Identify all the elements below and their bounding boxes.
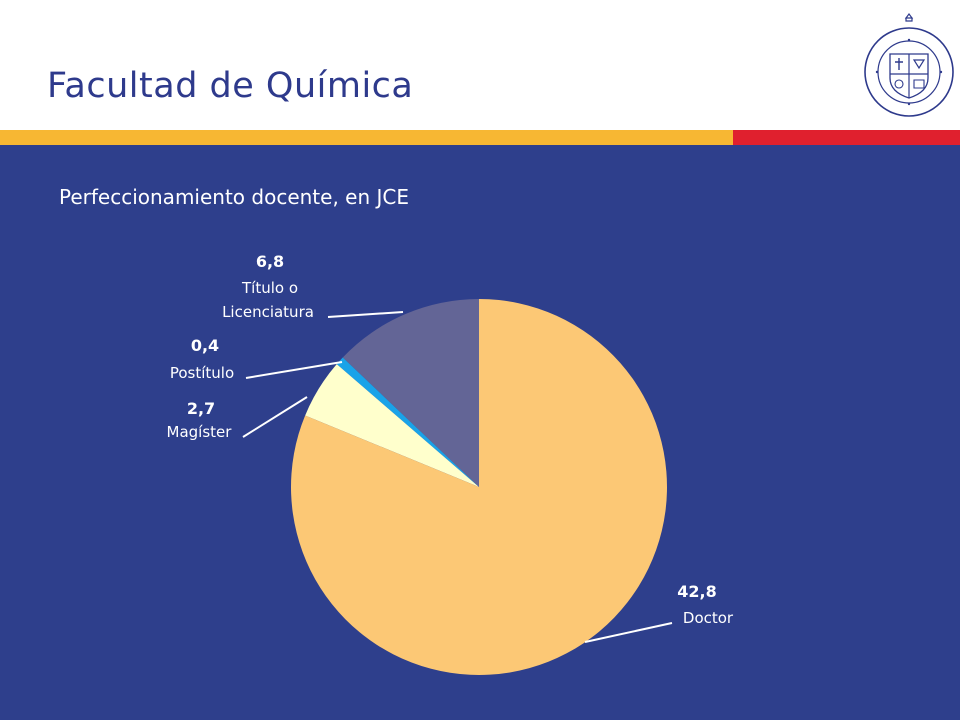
slice-name-label: Título o xyxy=(241,279,298,297)
leader-line xyxy=(242,396,308,438)
pie-slice-post-tulo xyxy=(336,357,479,487)
accent-stripe-gold xyxy=(0,130,733,145)
university-seal-icon xyxy=(864,13,954,117)
leader-line xyxy=(245,361,343,379)
slice-value-label: 42,8 xyxy=(677,582,716,601)
page-title: Facultad de Química xyxy=(47,66,414,106)
chart-panel: Perfeccionamiento docente, en JCE 6,8 Tít… xyxy=(0,145,960,720)
slice-name-label: Licenciatura xyxy=(222,303,314,321)
slice-value-label: 6,8 xyxy=(256,252,284,271)
pie-slice-mag-ster xyxy=(305,364,479,487)
slice-value-label: 0,4 xyxy=(191,336,219,355)
pie-slice-doctor xyxy=(291,299,667,675)
pie-slice-t-tulo-o-licenciatura xyxy=(342,299,479,487)
slice-name-label: Postítulo xyxy=(170,364,234,382)
chart-title: Perfeccionamiento docente, en JCE xyxy=(59,185,409,209)
slice-name-label: Magíster xyxy=(167,423,233,441)
leader-line xyxy=(584,622,673,643)
leader-line xyxy=(327,311,404,318)
header: Facultad de Química xyxy=(0,0,960,130)
slice-name-label: Doctor xyxy=(683,609,734,627)
accent-stripe-red xyxy=(733,130,960,145)
slice-value-label: 2,7 xyxy=(187,399,215,418)
